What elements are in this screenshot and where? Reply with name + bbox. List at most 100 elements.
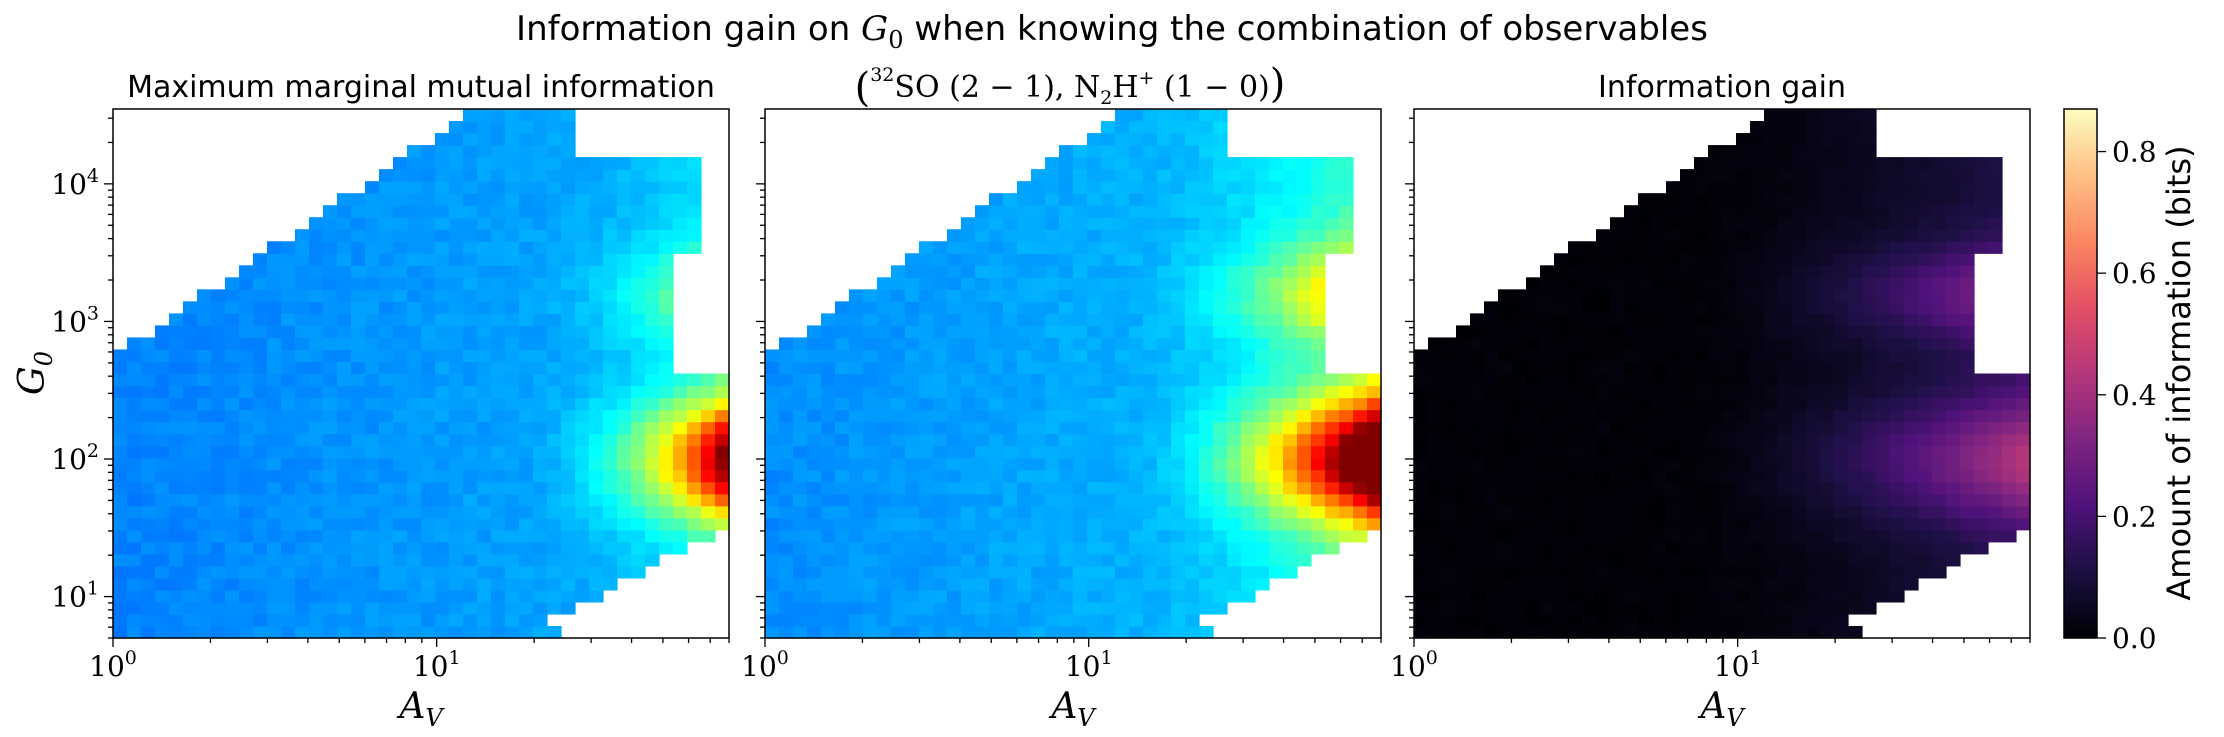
heatmap-cell	[891, 277, 906, 290]
heatmap-cell	[1708, 469, 1723, 483]
heatmap-cell	[933, 445, 948, 459]
heatmap-cell	[169, 409, 184, 423]
heatmap-cell	[1199, 517, 1214, 531]
heatmap-cell	[1750, 325, 1765, 339]
heatmap-cell	[1960, 469, 1975, 483]
heatmap-cell	[1185, 565, 1200, 579]
heatmap-cell	[919, 325, 934, 339]
heatmap-cell	[519, 253, 534, 266]
heatmap-cell	[379, 457, 394, 471]
heatmap-cell	[989, 625, 1004, 639]
heatmap-cell	[1157, 421, 1172, 435]
heatmap-cell	[1554, 277, 1569, 290]
heatmap-cell	[603, 469, 618, 483]
heatmap-cell	[989, 613, 1004, 627]
heatmap-cell	[1666, 253, 1681, 266]
heatmap-cell	[1876, 313, 1891, 327]
heatmap-cell	[1059, 529, 1074, 543]
heatmap-cell	[1045, 241, 1060, 254]
heatmap-cell	[435, 289, 450, 302]
heatmap-cell	[1708, 577, 1723, 591]
heatmap-cell	[575, 469, 590, 483]
heatmap-cell	[1073, 193, 1088, 206]
heatmap-cell	[659, 337, 674, 351]
heatmap-cell	[267, 265, 282, 278]
heatmap-cell	[821, 313, 836, 327]
heatmap-cell	[1045, 229, 1060, 242]
heatmap-cell	[1241, 589, 1256, 603]
heatmap-cell	[961, 361, 976, 375]
heatmap-cell	[1526, 577, 1541, 591]
heatmap-cell	[1708, 433, 1723, 447]
heatmap-cell	[239, 481, 254, 495]
heatmap-cell	[1722, 457, 1737, 471]
heatmap-cell	[1568, 625, 1583, 639]
heatmap-cell	[1031, 337, 1046, 351]
heatmap-cell	[961, 553, 976, 567]
heatmap-cell	[933, 553, 948, 567]
heatmap-cell	[1666, 577, 1681, 591]
heatmap-cell	[351, 241, 366, 254]
heatmap-cell	[877, 313, 892, 327]
heatmap-cell	[435, 385, 450, 399]
heatmap-cell	[1722, 397, 1737, 411]
heatmap-cell	[1610, 229, 1625, 242]
heatmap-cell	[807, 553, 822, 567]
heatmap-cell	[659, 229, 674, 242]
heatmap-cell	[1932, 289, 1947, 302]
heatmap-cell	[1988, 529, 2003, 543]
heatmap-cell	[169, 553, 184, 567]
heatmap-cell	[1624, 397, 1639, 411]
heatmap-cell	[463, 109, 478, 122]
heatmap-cell	[1736, 397, 1751, 411]
heatmap-cell	[253, 361, 268, 375]
heatmap-cell	[1339, 205, 1354, 218]
heatmap-cell	[1736, 409, 1751, 423]
heatmap-cell	[533, 481, 548, 495]
panel-title-marginal: Maximum marginal mutual information	[127, 70, 715, 105]
heatmap-cell	[961, 529, 976, 543]
heatmap-cell	[589, 193, 604, 206]
heatmap-cell	[225, 313, 240, 327]
heatmap-cell	[1325, 229, 1340, 242]
heatmap-cell	[645, 541, 660, 555]
heatmap-cell	[1073, 541, 1088, 555]
heatmap-cell	[197, 565, 212, 579]
heatmap-cell	[919, 397, 934, 411]
heatmap-cell	[1129, 109, 1144, 122]
heatmap-cell	[1806, 481, 1821, 495]
heatmap-cell	[1456, 433, 1471, 447]
heatmap-cell	[295, 361, 310, 375]
heatmap-cell	[1918, 385, 1933, 399]
heatmap-cell	[1199, 493, 1214, 507]
heatmap-cell	[1470, 553, 1485, 567]
heatmap-cell	[1283, 373, 1298, 387]
heatmap-cell	[1932, 253, 1947, 266]
heatmap-cell	[1241, 553, 1256, 567]
heatmap-cell	[421, 289, 436, 302]
heatmap-cell	[477, 505, 492, 519]
heatmap-cell	[1708, 325, 1723, 339]
heatmap-cell	[1680, 217, 1695, 230]
heatmap-cell	[1666, 325, 1681, 339]
heatmap-cell	[1540, 445, 1555, 459]
heatmap-cell	[765, 481, 780, 495]
heatmap-cell	[169, 589, 184, 603]
heatmap-cell	[1484, 577, 1499, 591]
heatmap-cell	[589, 253, 604, 266]
heatmap-cell	[183, 433, 198, 447]
heatmap-cell	[1638, 397, 1653, 411]
heatmap-cell	[1017, 181, 1032, 194]
heatmap-cell	[1596, 565, 1611, 579]
heatmap-cell	[1554, 457, 1569, 471]
heatmap-cell	[1680, 385, 1695, 399]
heatmap-cell	[533, 409, 548, 423]
heatmap-cell	[849, 289, 864, 302]
heatmap-cell	[1848, 385, 1863, 399]
heatmap-cell	[519, 469, 534, 483]
heatmap-cell	[1834, 541, 1849, 555]
heatmap-cell	[253, 625, 268, 639]
heatmap-cell	[631, 469, 646, 483]
heatmap-cell	[1143, 193, 1158, 206]
heatmap-cell	[765, 541, 780, 555]
